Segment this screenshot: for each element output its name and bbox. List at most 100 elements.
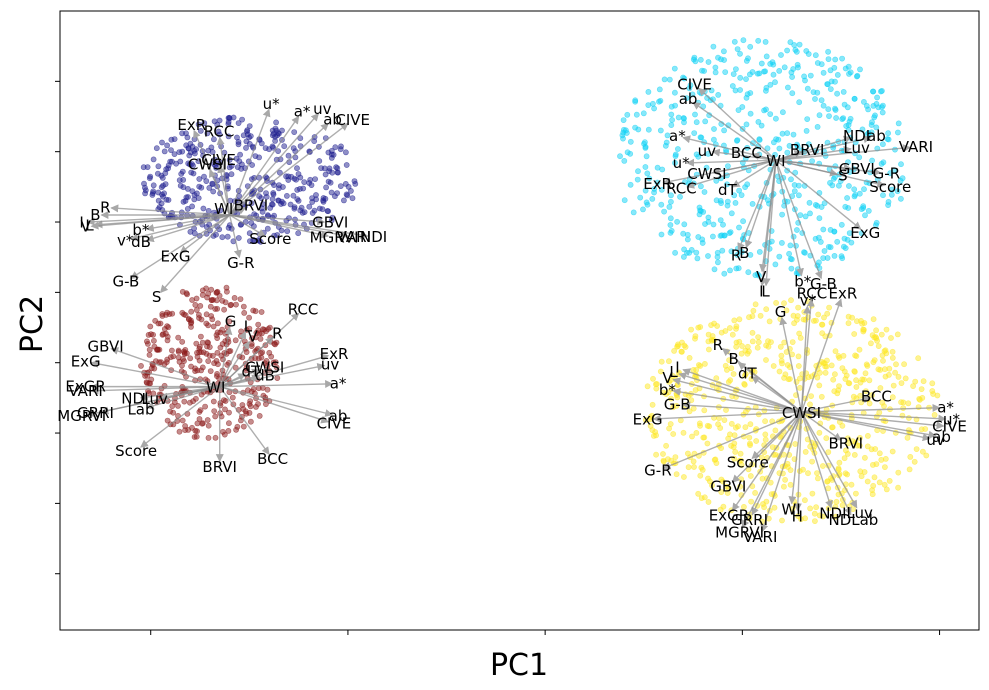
data-point (898, 380, 905, 386)
data-point (731, 38, 738, 45)
data-point (839, 502, 846, 509)
loading-arrow-0-1 (216, 136, 231, 216)
data-point (272, 341, 278, 348)
data-point (157, 320, 164, 327)
data-point (787, 481, 794, 488)
data-point (294, 165, 300, 172)
data-point (761, 107, 767, 114)
loading-label: R (272, 324, 282, 342)
data-point (895, 484, 901, 491)
data-point (226, 164, 233, 171)
data-point (816, 112, 823, 119)
data-point (666, 76, 673, 83)
data-point (870, 461, 876, 468)
data-point (696, 204, 703, 211)
data-point (668, 192, 674, 199)
loading-arrow-0-8 (229, 122, 349, 216)
data-point (835, 466, 842, 473)
data-point (235, 235, 242, 241)
data-point (858, 317, 864, 324)
loading-arrow-3-13 (662, 411, 802, 470)
data-point (832, 513, 839, 520)
data-point (168, 347, 175, 354)
data-point (851, 193, 858, 200)
loading-arrow-2-26 (775, 159, 823, 280)
data-point (147, 323, 154, 330)
loading-arrow-2-10 (731, 159, 777, 188)
data-point (729, 83, 736, 89)
loading-arrow-0-11 (229, 214, 266, 237)
data-point (183, 290, 190, 297)
data-point (192, 301, 199, 308)
data-point (712, 64, 719, 71)
data-point (770, 71, 777, 78)
data-point (258, 309, 265, 315)
data-point (227, 348, 234, 354)
loading-label: L (244, 317, 253, 335)
data-point (906, 415, 912, 421)
data-point (718, 489, 725, 495)
data-point (188, 363, 194, 370)
data-point (237, 296, 244, 302)
data-point (797, 384, 803, 391)
data-point (291, 129, 298, 135)
data-point (857, 66, 863, 73)
loading-label: CIVE (677, 75, 712, 93)
data-point (827, 226, 834, 233)
data-point (693, 119, 700, 126)
data-point (842, 245, 849, 251)
data-point (249, 335, 255, 342)
data-point (857, 434, 863, 441)
data-point (216, 117, 223, 124)
data-point (332, 144, 339, 151)
data-point (228, 171, 235, 178)
data-point (919, 394, 926, 401)
loading-label: NDI (819, 504, 846, 522)
data-point (669, 117, 675, 123)
data-point (232, 337, 239, 344)
data-point (816, 382, 823, 389)
data-point (650, 100, 656, 107)
loading-label: G-R (644, 462, 671, 480)
data-point (257, 335, 264, 342)
data-point (865, 432, 871, 439)
data-point (624, 149, 631, 156)
data-point (772, 261, 779, 268)
loading-label: VARI (743, 528, 777, 546)
data-point (737, 483, 743, 490)
data-point (278, 198, 285, 205)
data-point (686, 85, 693, 92)
data-point (152, 317, 159, 324)
loading-arrow-3-27 (800, 411, 852, 516)
data-point (789, 90, 796, 97)
data-point (313, 196, 319, 203)
data-point (794, 141, 800, 148)
data-point (832, 105, 838, 112)
loading-arrow-3-11 (682, 401, 802, 413)
data-point (719, 247, 726, 254)
data-point (272, 125, 279, 132)
data-point (902, 375, 909, 382)
loading-arrow-3-2 (800, 298, 815, 413)
data-point (697, 324, 704, 330)
data-point (656, 86, 663, 93)
loading-arrow-3-19 (801, 411, 931, 442)
data-point (853, 377, 859, 384)
data-point (256, 412, 263, 419)
data-point (693, 429, 700, 436)
data-point (697, 472, 704, 479)
data-point (657, 127, 664, 134)
data-point (841, 235, 848, 242)
data-point (273, 119, 279, 126)
data-point (747, 421, 754, 428)
data-point (831, 64, 838, 71)
loading-arrow-0-2 (217, 164, 231, 216)
data-point (825, 106, 832, 113)
data-point (851, 451, 858, 458)
data-point (705, 338, 712, 345)
data-point (729, 331, 736, 338)
loading-label: Lab (127, 400, 154, 418)
data-point (779, 360, 785, 367)
data-point (695, 234, 702, 240)
loading-label: S (838, 167, 848, 185)
